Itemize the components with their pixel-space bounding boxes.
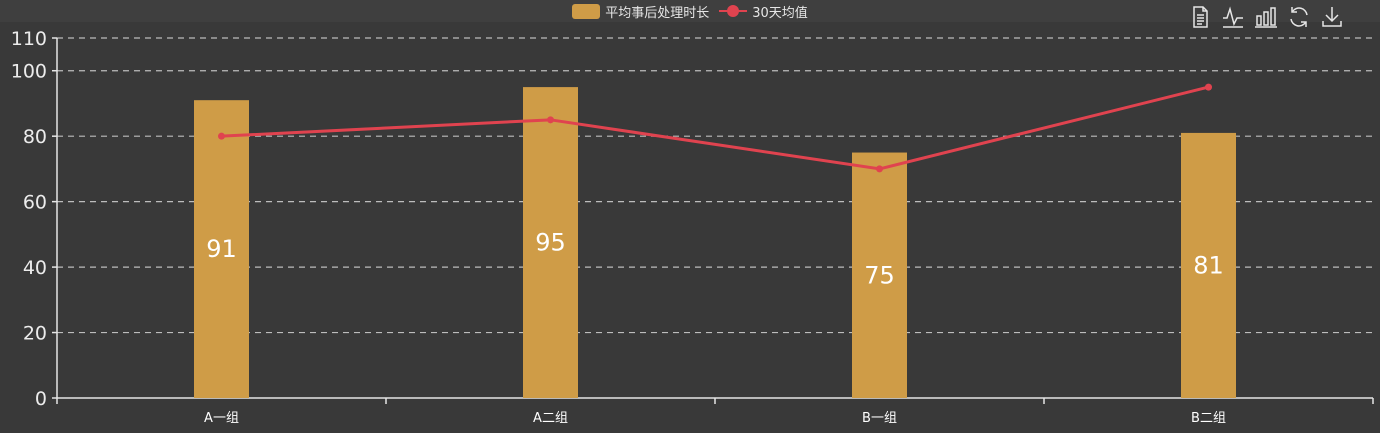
bar — [523, 87, 578, 398]
legend-line-swatch — [719, 4, 748, 19]
data-view-icon[interactable] — [1188, 5, 1212, 29]
line-chart-icon[interactable] — [1221, 5, 1245, 29]
legend-line-label: 30天均值 — [752, 5, 808, 21]
legend: 平均事后处理时长 30天均值 — [0, 0, 1380, 22]
y-tick-label: 80 — [23, 126, 47, 148]
x-tick-label: A一组 — [204, 411, 239, 426]
bar — [1181, 132, 1236, 398]
bar-data-label: 75 — [864, 261, 895, 289]
line-point — [876, 165, 883, 173]
restore-icon[interactable] — [1287, 5, 1311, 29]
bar-data-label: 91 — [206, 235, 237, 263]
x-tick-label: B二组 — [1191, 411, 1226, 426]
download-icon[interactable] — [1320, 5, 1344, 29]
legend-item-bar-series[interactable]: 平均事后处理时长 — [572, 2, 709, 21]
bar — [194, 100, 249, 398]
bar — [852, 152, 907, 398]
series-line — [221, 85, 1209, 171]
legend-item-line-series[interactable]: 30天均值 — [719, 2, 808, 21]
chart-header-bar — [0, 0, 1380, 22]
y-tick-label: 40 — [23, 257, 47, 279]
y-tick-label: 0 — [35, 388, 47, 410]
bar-data-label: 95 — [535, 229, 566, 257]
x-tick-label: B一组 — [862, 411, 897, 426]
line-point — [1205, 83, 1212, 91]
y-tick-label: 20 — [23, 323, 47, 345]
bar-chart-icon[interactable] — [1254, 5, 1278, 29]
line-point — [218, 132, 225, 140]
bar-data-label: 81 — [1193, 251, 1224, 279]
legend-bar-swatch — [572, 3, 601, 19]
y-tick-label: 110 — [11, 28, 47, 50]
legend-bar-label: 平均事后处理时长 — [605, 5, 710, 21]
x-tick-label: A二组 — [533, 411, 568, 426]
y-tick-label: 100 — [11, 61, 47, 83]
chart-toolbox — [1188, 5, 1344, 29]
line-point — [547, 116, 554, 124]
y-tick-label: 60 — [23, 192, 47, 214]
